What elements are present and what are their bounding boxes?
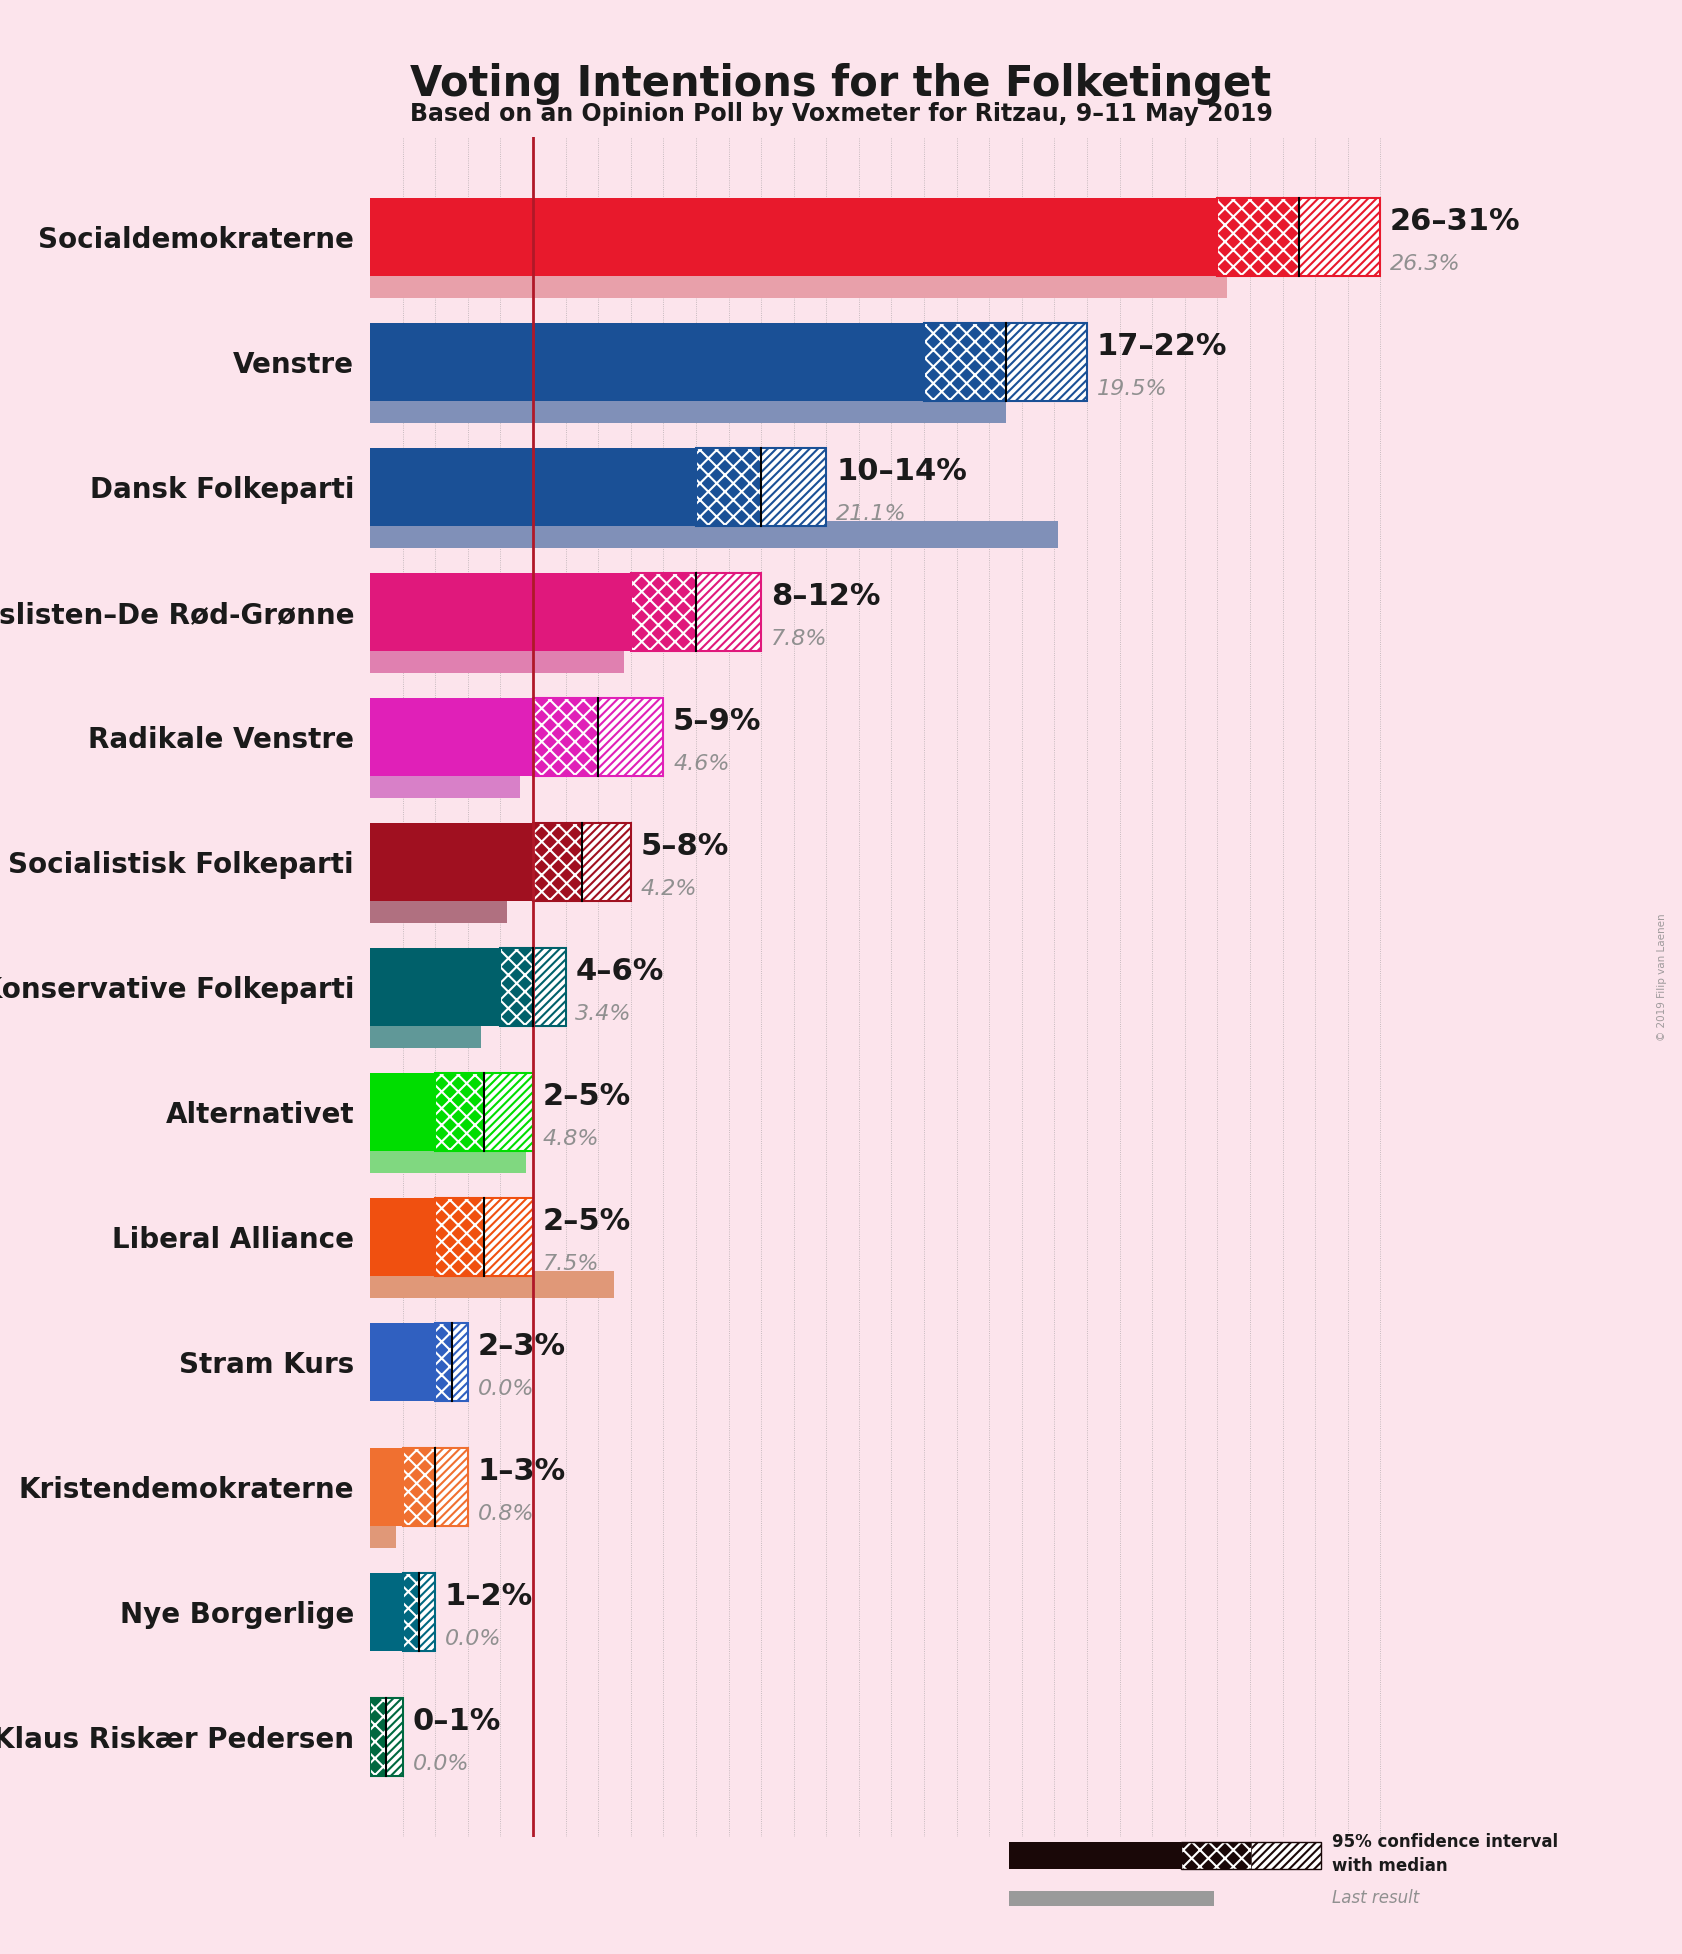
Text: 2–3%: 2–3% [478, 1333, 565, 1362]
Text: 2–5%: 2–5% [543, 1208, 631, 1237]
Bar [923, 322, 1006, 401]
Bar [370, 770, 520, 797]
Text: 0.0%: 0.0% [478, 1380, 535, 1399]
Text: 7.5%: 7.5% [543, 1254, 599, 1274]
Bar [370, 197, 1218, 276]
Bar [370, 1198, 436, 1276]
Bar [436, 1073, 484, 1151]
Bar [370, 1698, 387, 1776]
Text: 4.8%: 4.8% [543, 1129, 599, 1149]
Text: Last result: Last result [1332, 1890, 1420, 1907]
Bar [387, 1698, 402, 1776]
Text: 21.1%: 21.1% [836, 504, 907, 524]
Text: 0.0%: 0.0% [412, 1755, 469, 1774]
Bar [696, 573, 760, 651]
Bar [370, 520, 1058, 547]
Bar [436, 1198, 533, 1276]
Bar [1009, 1843, 1181, 1868]
Bar [1251, 1843, 1322, 1868]
Bar [696, 447, 760, 526]
Text: 0.0%: 0.0% [446, 1630, 501, 1649]
Bar [402, 1448, 468, 1526]
Bar [436, 1323, 451, 1401]
Text: 10–14%: 10–14% [836, 457, 967, 487]
Bar [696, 447, 826, 526]
Text: 7.8%: 7.8% [770, 629, 828, 649]
Bar [370, 1573, 402, 1651]
Text: Voting Intentions for the Folketinget: Voting Intentions for the Folketinget [410, 63, 1272, 104]
Text: 4–6%: 4–6% [575, 957, 664, 987]
Bar [370, 1020, 481, 1047]
Bar [370, 698, 533, 776]
Text: © 2019 Filip van Laenen: © 2019 Filip van Laenen [1657, 913, 1667, 1041]
Text: 17–22%: 17–22% [1097, 332, 1228, 361]
Bar [533, 698, 663, 776]
Bar [1218, 197, 1299, 276]
Bar [436, 1323, 468, 1401]
Text: 26–31%: 26–31% [1389, 207, 1521, 236]
Bar [370, 1145, 526, 1172]
Text: Based on an Opinion Poll by Voxmeter for Ritzau, 9–11 May 2019: Based on an Opinion Poll by Voxmeter for… [409, 102, 1273, 125]
Bar [533, 948, 565, 1026]
Text: 95% confidence interval: 95% confidence interval [1332, 1833, 1558, 1850]
Text: 26.3%: 26.3% [1389, 254, 1460, 274]
Bar [436, 1448, 468, 1526]
Bar [484, 1198, 533, 1276]
Bar [1299, 197, 1381, 276]
Bar [402, 1573, 436, 1651]
Bar [533, 823, 631, 901]
Bar [370, 1073, 436, 1151]
Bar [370, 573, 631, 651]
Text: 1–2%: 1–2% [446, 1583, 533, 1612]
Bar [1006, 322, 1087, 401]
Bar [1181, 1843, 1251, 1868]
Bar [370, 948, 501, 1026]
Text: 0.8%: 0.8% [478, 1505, 535, 1524]
Bar [419, 1573, 436, 1651]
Text: 0–1%: 0–1% [412, 1708, 501, 1737]
Bar [923, 322, 1087, 401]
Text: 5–9%: 5–9% [673, 707, 762, 737]
Bar [436, 1198, 484, 1276]
Text: 4.6%: 4.6% [673, 754, 730, 774]
Text: 4.2%: 4.2% [641, 879, 696, 899]
Bar [1009, 1891, 1214, 1905]
Text: 3.4%: 3.4% [575, 1004, 632, 1024]
Text: 5–8%: 5–8% [641, 832, 728, 862]
Bar [370, 1270, 614, 1297]
Bar [501, 948, 533, 1026]
Bar [484, 1073, 533, 1151]
Bar [599, 698, 663, 776]
Bar [370, 823, 533, 901]
Bar [1218, 197, 1381, 276]
Bar [370, 447, 696, 526]
Bar [1181, 1843, 1322, 1868]
Bar [370, 1323, 436, 1401]
Bar [451, 1323, 468, 1401]
Text: with median: with median [1332, 1856, 1448, 1876]
Text: 2–5%: 2–5% [543, 1083, 631, 1112]
Bar [582, 823, 631, 901]
Bar [533, 823, 582, 901]
Bar [436, 1073, 533, 1151]
Bar [501, 948, 565, 1026]
Bar [533, 698, 599, 776]
Bar [370, 645, 624, 672]
Text: 1–3%: 1–3% [478, 1458, 565, 1487]
Bar [370, 1520, 395, 1548]
Bar [370, 1698, 402, 1776]
Text: 8–12%: 8–12% [770, 582, 880, 612]
Bar [370, 895, 506, 922]
Bar [370, 322, 923, 401]
Bar [402, 1573, 419, 1651]
Text: 19.5%: 19.5% [1097, 379, 1167, 399]
Bar [370, 1448, 402, 1526]
Bar [370, 270, 1228, 299]
Bar [402, 1448, 436, 1526]
Bar [631, 573, 760, 651]
Bar [760, 447, 826, 526]
Bar [631, 573, 696, 651]
Bar [370, 395, 1006, 422]
